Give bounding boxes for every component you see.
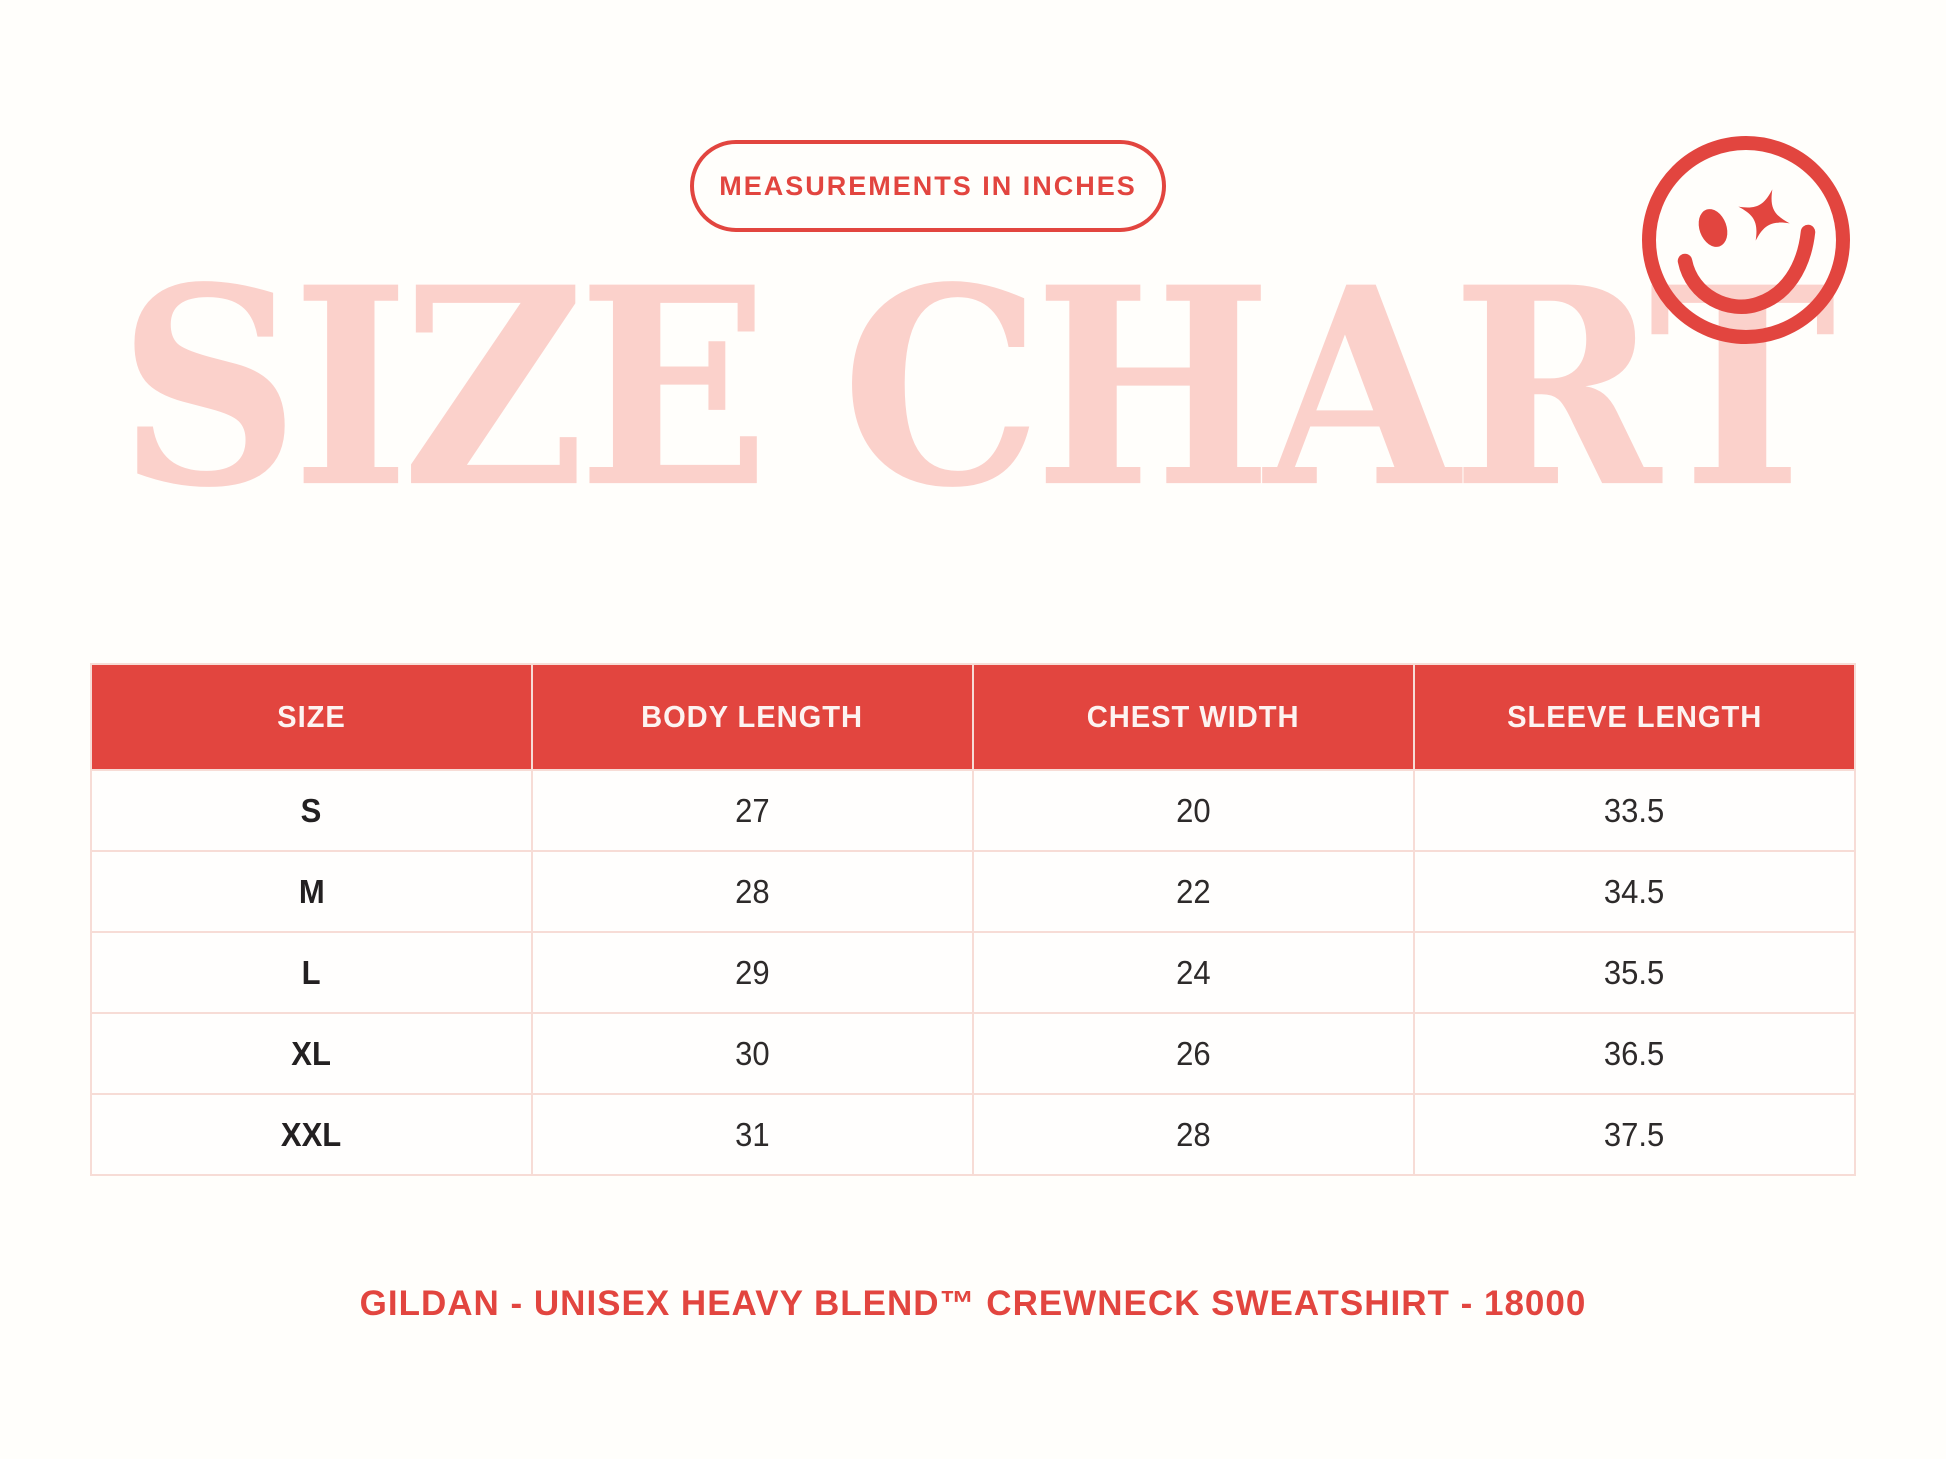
measurement-cell: 36.5 [1413, 1012, 1856, 1095]
size-table: SIZE BODY LENGTH CHEST WIDTH SLEEVE LENG… [90, 663, 1856, 1176]
table-row: L 29 24 35.5 [90, 931, 1856, 1014]
col-header-size: SIZE [90, 663, 533, 771]
col-header-body-length: BODY LENGTH [531, 663, 974, 771]
measurements-badge: MEASUREMENTS IN INCHES [690, 140, 1166, 232]
size-cell: M [90, 850, 533, 933]
measurement-cell: 35.5 [1413, 931, 1856, 1014]
winking-smiley-icon [1632, 126, 1860, 354]
measurement-cell: 27 [531, 769, 974, 852]
measurement-cell: 33.5 [1413, 769, 1856, 852]
table-row: M 28 22 34.5 [90, 850, 1856, 933]
measurement-cell: 28 [972, 1093, 1415, 1176]
measurement-cell: 34.5 [1413, 850, 1856, 933]
table-header-row: SIZE BODY LENGTH CHEST WIDTH SLEEVE LENG… [90, 663, 1856, 771]
measurement-cell: 22 [972, 850, 1415, 933]
size-table-body: S 27 20 33.5 M 28 22 34.5 L 29 24 35.5 XL 30 26 36.5 XXL… [90, 769, 1856, 1176]
measurement-cell: 30 [531, 1012, 974, 1095]
measurement-cell: 24 [972, 931, 1415, 1014]
measurement-cell: 26 [972, 1012, 1415, 1095]
size-cell: S [90, 769, 533, 852]
size-cell: L [90, 931, 533, 1014]
table-row: XXL 31 28 37.5 [90, 1093, 1856, 1176]
size-cell: XL [90, 1012, 533, 1095]
measurement-cell: 28 [531, 850, 974, 933]
measurements-badge-label: MEASUREMENTS IN INCHES [719, 170, 1137, 201]
table-row: S 27 20 33.5 [90, 769, 1856, 852]
col-header-sleeve-length: SLEEVE LENGTH [1413, 663, 1856, 771]
measurement-cell: 29 [531, 931, 974, 1014]
measurement-cell: 37.5 [1413, 1093, 1856, 1176]
size-cell: XXL [90, 1093, 533, 1176]
col-header-chest-width: CHEST WIDTH [972, 663, 1415, 771]
table-row: XL 30 26 36.5 [90, 1012, 1856, 1095]
product-name: GILDAN - UNISEX HEAVY BLEND™ CREWNECK SW… [359, 1284, 1587, 1323]
measurement-cell: 20 [972, 769, 1415, 852]
page-title: SIZE CHART [117, 228, 1836, 548]
measurement-cell: 31 [531, 1093, 974, 1176]
